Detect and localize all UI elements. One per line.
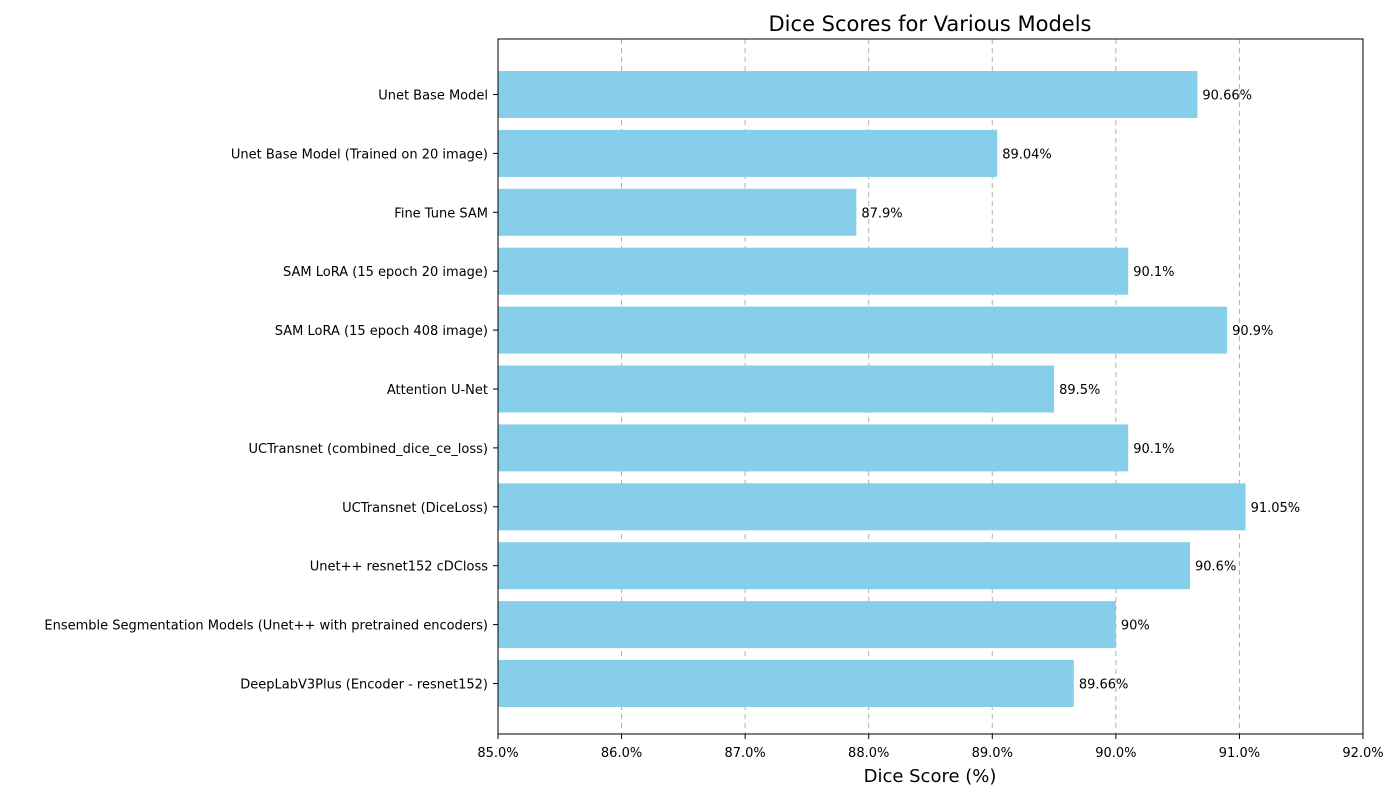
data-label: 90% [1121,619,1150,634]
y-tick-label: Unet Base Model (Trained on 20 image) [231,147,488,162]
y-tick-label: Attention U-Net [387,383,488,398]
x-axis-label: Dice Score (%) [864,766,997,787]
data-label: 89.04% [1002,147,1052,162]
y-tick-label: DeepLabV3Plus (Encoder - resnet152) [240,678,488,693]
bar [498,129,998,177]
chart-title: Dice Scores for Various Models [769,12,1092,36]
bar [498,306,1228,354]
x-tick-label: 86.0% [601,746,642,761]
x-tick-label: 87.0% [724,746,765,761]
y-tick-label: UCTransnet (DiceLoss) [342,501,488,516]
x-tick-label: 91.0% [1219,746,1260,761]
data-label: 90.1% [1133,265,1174,280]
y-tick-label: SAM LoRA (15 epoch 408 image) [275,324,488,339]
bar [498,188,857,236]
x-tick-label: 89.0% [972,746,1013,761]
bars [498,71,1246,707]
y-axis-ticks: Unet Base Model Unet Base Model (Trained … [44,89,498,693]
data-labels: 90.66% 89.04% 87.9% 90.1% 90.9% 89.5% 90.1% 91.… [861,89,1300,693]
bar [498,247,1129,295]
data-label: 89.5% [1059,383,1100,398]
x-tick-label: 92.0% [1342,746,1383,761]
x-tick-label: 88.0% [848,746,889,761]
y-tick-label: SAM LoRA (15 epoch 20 image) [283,265,488,280]
data-label: 90.66% [1202,89,1252,104]
y-tick-label: Fine Tune SAM [394,206,488,221]
data-label: 90.1% [1133,442,1174,457]
plot-frame [497,38,1364,735]
y-tick-label: Unet Base Model [378,89,488,104]
data-label: 91.05% [1251,501,1301,516]
y-tick-label: Ensemble Segmentation Models (Unet++ wit… [44,619,488,634]
x-tick-label: 90.0% [1095,746,1136,761]
bar [498,71,1198,118]
bar [498,601,1116,649]
x-axis-ticks: 85.0% 86.0% 87.0% 88.0% 89.0% 90.0% 91.0% 92.0% [477,734,1384,761]
y-tick-label: UCTransnet (combined_dice_ce_loss) [249,442,488,457]
data-label: 89.66% [1079,678,1129,693]
bar [498,424,1129,472]
bar [498,660,1074,707]
y-tick-label: Unet++ resnet152 cDCloss [310,560,488,575]
x-tick-label: 85.0% [477,746,518,761]
bar [498,365,1055,413]
data-label: 90.9% [1232,324,1273,339]
bar [498,483,1246,531]
bar [498,542,1190,590]
data-label: 90.6% [1195,560,1236,575]
data-label: 87.9% [861,206,902,221]
